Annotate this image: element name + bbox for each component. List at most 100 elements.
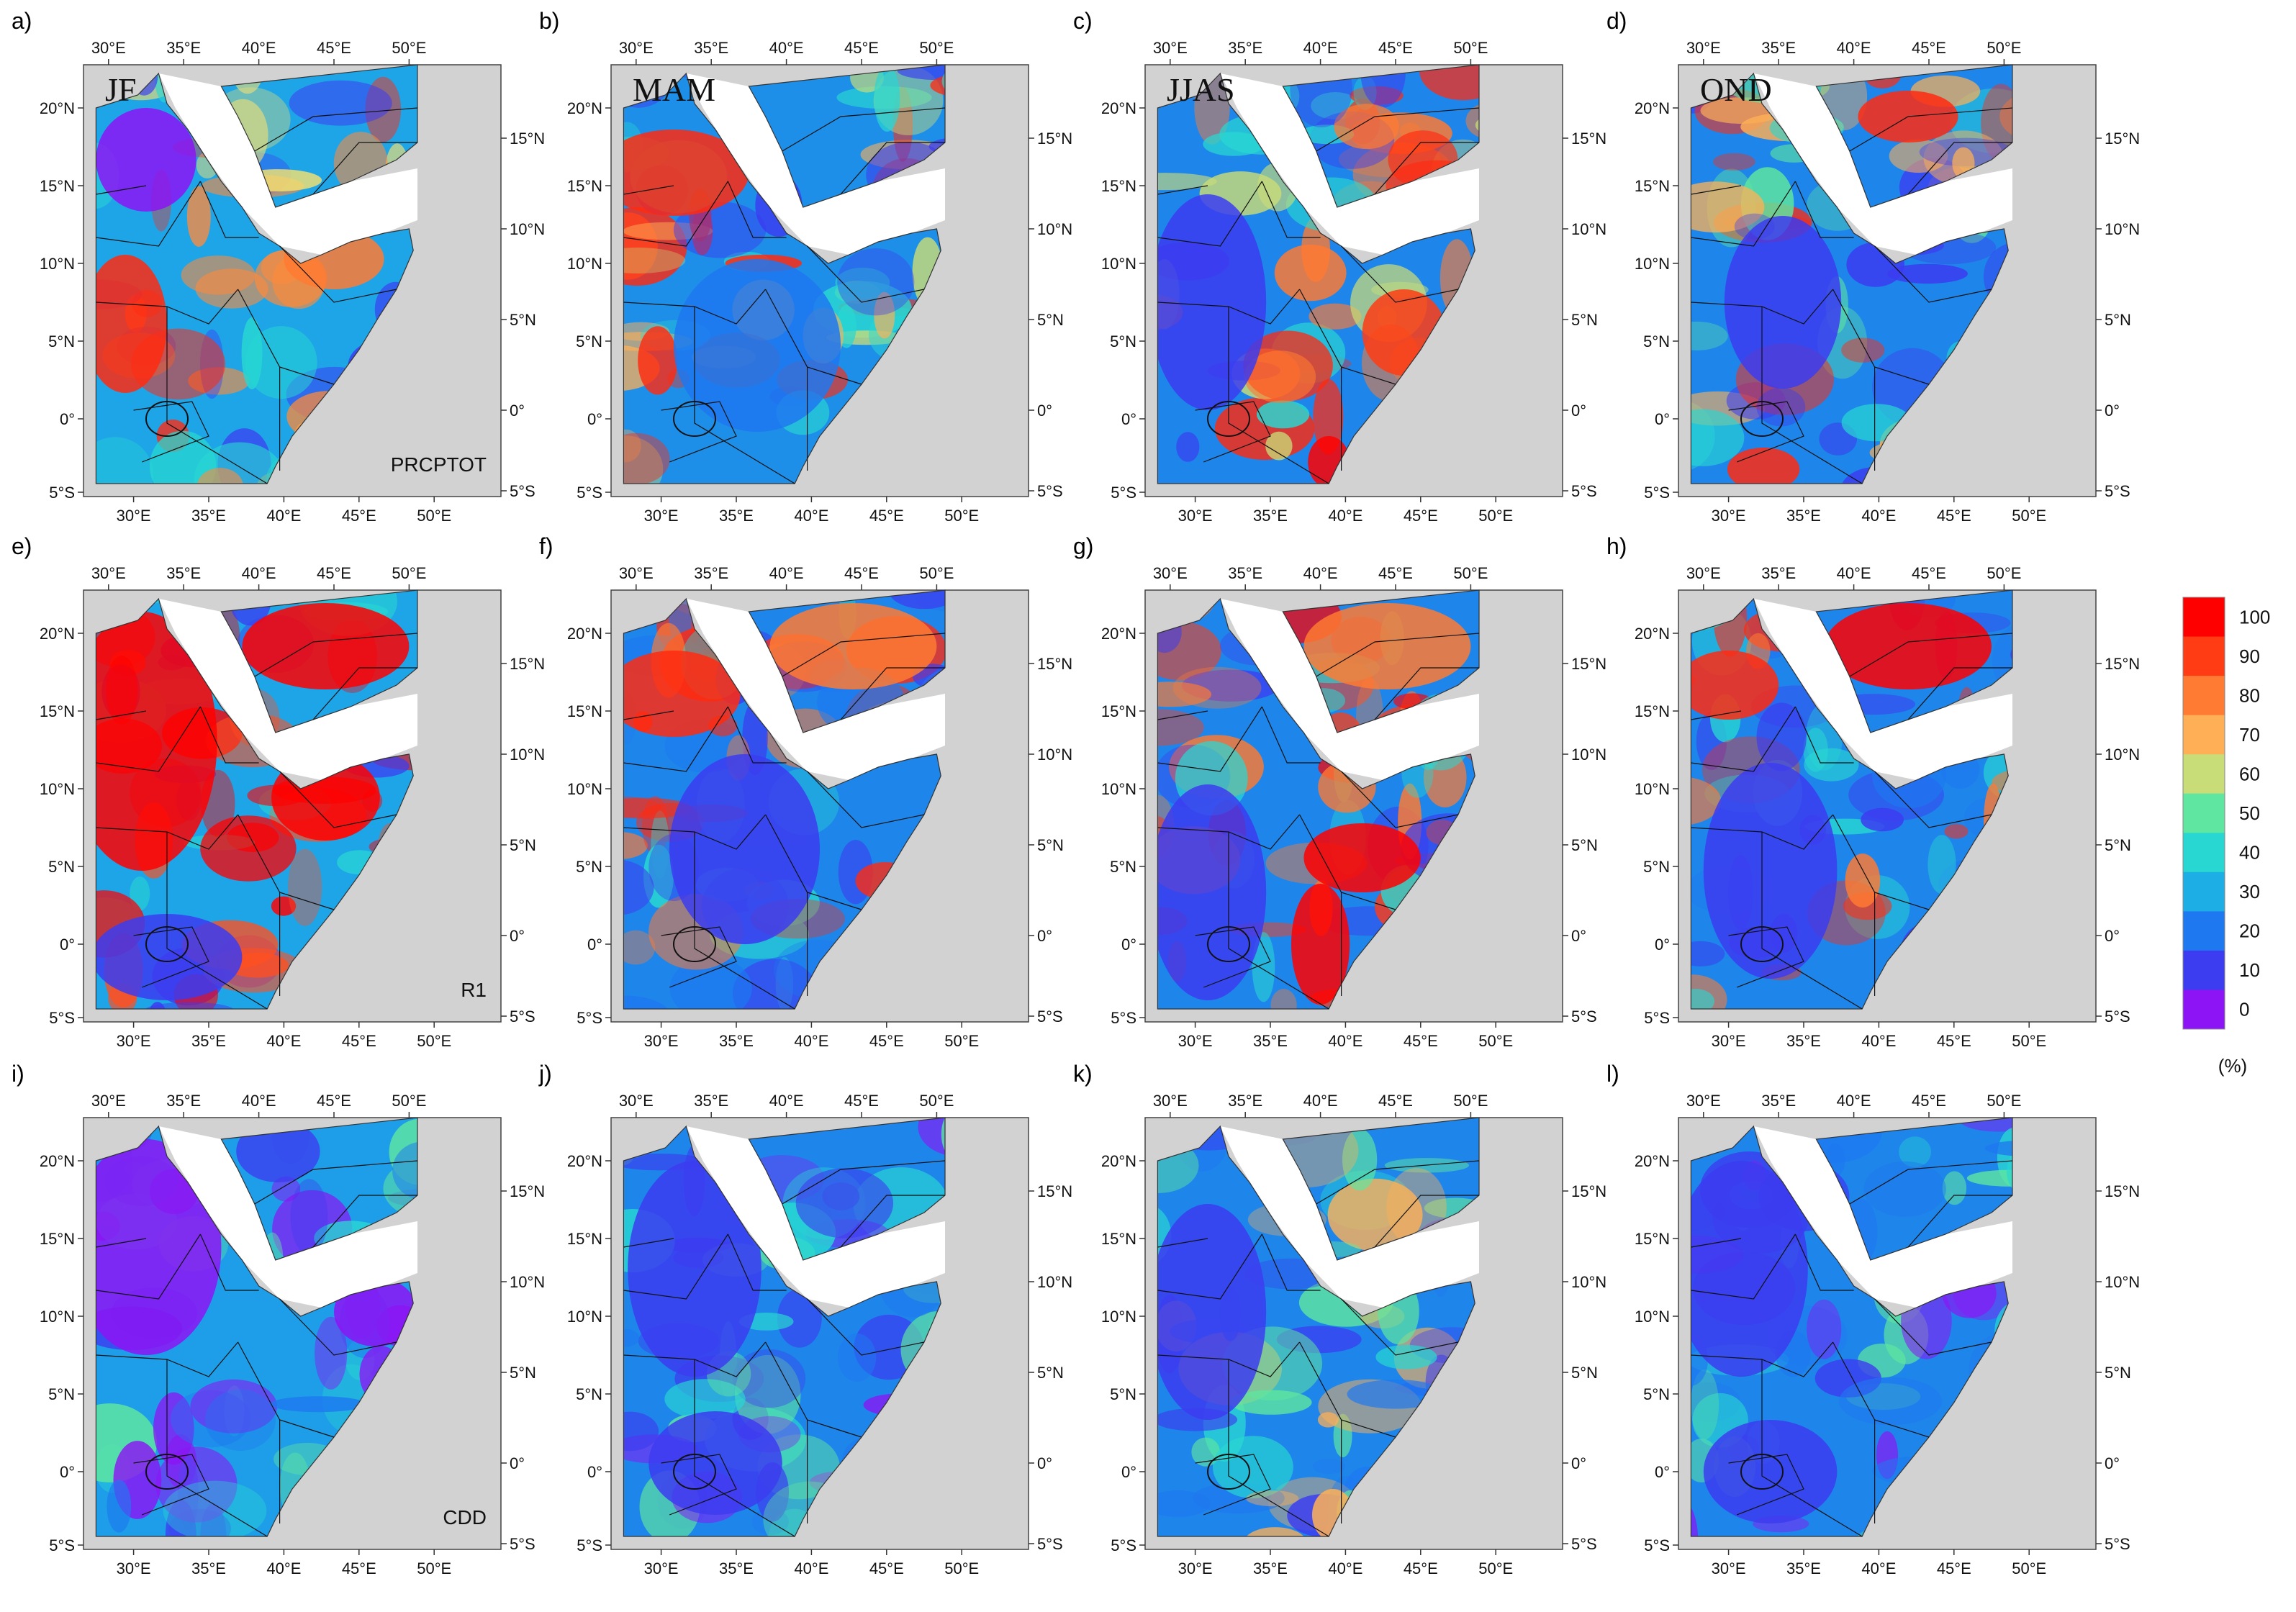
coastline-africa	[1157, 1125, 1475, 1537]
lon-tick-bottom: 50°E	[417, 1032, 451, 1050]
lat-tick-left: 5°N	[576, 1385, 602, 1403]
colorbar-swatch	[2183, 793, 2225, 833]
lat-tick-left: 5°S	[1644, 1009, 1670, 1027]
lat-tick-right: 5°S	[2105, 482, 2130, 500]
coastline-africa	[623, 72, 941, 484]
country-borders	[96, 633, 418, 1010]
lon-tick-top: 50°E	[392, 564, 426, 582]
lon-tick-bottom: 40°E	[794, 1032, 828, 1050]
lon-tick-bottom: 45°E	[1937, 507, 1971, 525]
lat-tick-left: 5°S	[1644, 484, 1670, 502]
lon-tick-bottom: 50°E	[1478, 1559, 1513, 1577]
lon-tick-bottom: 45°E	[1404, 507, 1438, 525]
lon-tick-bottom: 45°E	[869, 1559, 904, 1577]
lon-tick-top: 35°E	[166, 1092, 201, 1110]
colorbar-swatch	[2183, 754, 2225, 794]
lat-tick-right: 5°N	[510, 836, 536, 854]
map-panel-k: 30°E 35°E 40°E 45°E 50°E 30°E 35°E 40°E 45°E 50°E…	[1073, 1061, 1606, 1577]
lon-tick-bottom: 35°E	[191, 1559, 226, 1577]
lon-tick-bottom: 40°E	[266, 1032, 301, 1050]
coastline-africa	[1690, 1125, 2009, 1537]
lon-tick-top: 45°E	[1378, 1092, 1413, 1110]
colorbar-swatch	[2183, 676, 2225, 716]
lat-tick-left: 10°N	[40, 780, 75, 798]
panel-label: l)	[1606, 1061, 1619, 1087]
lat-tick-left: 5°S	[1644, 1536, 1670, 1554]
lat-tick-left: 10°N	[1635, 780, 1670, 798]
lat-tick-left: 15°N	[40, 1230, 75, 1248]
lat-tick-left: 5°N	[48, 858, 75, 876]
lon-tick-bottom: 40°E	[1861, 1559, 1896, 1577]
lat-tick-right: 15°N	[1571, 130, 1606, 148]
lake-victoria	[673, 401, 716, 437]
lat-tick-right: 10°N	[510, 1273, 545, 1291]
coastline-africa	[95, 1125, 414, 1537]
lat-tick-left: 5°N	[1110, 332, 1136, 350]
lat-tick-left: 5°S	[577, 484, 602, 502]
lat-tick-left: 20°N	[1101, 625, 1136, 643]
lat-tick-right: 5°S	[1571, 482, 1597, 500]
lat-tick-right: 10°N	[1571, 1273, 1606, 1291]
lon-tick-bottom: 35°E	[1786, 1032, 1821, 1050]
lat-tick-right: 15°N	[1571, 655, 1606, 673]
lon-tick-bottom: 40°E	[266, 1559, 301, 1577]
sea-area	[1220, 599, 1479, 780]
lon-tick-top: 40°E	[769, 564, 804, 582]
lon-tick-top: 45°E	[317, 564, 351, 582]
colorbar-tick-label: 40	[2239, 842, 2260, 864]
lat-tick-right: 15°N	[1037, 130, 1072, 148]
lon-tick-bottom: 50°E	[1478, 507, 1513, 525]
lat-tick-right: 5°S	[1037, 1008, 1063, 1025]
sea-area	[158, 599, 417, 780]
lon-tick-bottom: 35°E	[191, 507, 226, 525]
lat-tick-right: 0°	[510, 402, 525, 420]
lat-tick-right: 5°S	[1571, 1008, 1597, 1025]
lat-tick-left: 5°S	[49, 1009, 75, 1027]
lat-tick-left: 10°N	[567, 780, 602, 798]
map-panel-b: 30°E 35°E 40°E 45°E 50°E 30°E 35°E 40°E 45°E 50°E…	[539, 8, 1072, 525]
lon-tick-bottom: 45°E	[869, 1032, 904, 1050]
lat-tick-left: 20°N	[1101, 99, 1136, 117]
lon-tick-bottom: 35°E	[1253, 1559, 1288, 1577]
lon-tick-bottom: 50°E	[944, 1032, 979, 1050]
lat-tick-left: 5°N	[576, 332, 602, 350]
season-label: JJAS	[1167, 71, 1235, 108]
lon-tick-bottom: 50°E	[944, 1559, 979, 1577]
panel-label: g)	[1073, 533, 1093, 559]
colorbar-frame	[2182, 597, 2225, 1030]
lon-tick-top: 45°E	[1912, 1092, 1946, 1110]
coastline-arabia	[1815, 589, 2013, 733]
panel-label: c)	[1073, 8, 1093, 34]
lat-tick-right: 15°N	[510, 655, 545, 673]
lat-tick-left: 15°N	[40, 177, 75, 195]
lat-tick-left: 20°N	[40, 1152, 75, 1170]
lon-tick-bottom: 30°E	[1178, 1559, 1213, 1577]
lat-tick-right: 10°N	[510, 220, 545, 238]
lat-tick-left: 0°	[1655, 410, 1670, 428]
lat-tick-right: 5°N	[1037, 836, 1064, 854]
colorbar-swatch	[2183, 597, 2225, 638]
season-label: MAM	[633, 71, 715, 108]
colorbar-swatch	[2183, 715, 2225, 755]
lat-tick-left: 10°N	[40, 1308, 75, 1326]
lon-tick-bottom: 50°E	[417, 507, 451, 525]
coastline-arabia	[748, 64, 946, 208]
lat-tick-left: 10°N	[567, 255, 602, 273]
lat-tick-right: 5°S	[510, 482, 535, 500]
lat-tick-left: 10°N	[1101, 255, 1136, 273]
lon-tick-top: 35°E	[1761, 1092, 1796, 1110]
season-label: JF	[105, 71, 136, 108]
coastline-arabia	[220, 1117, 418, 1261]
sea-area	[1753, 73, 2012, 255]
lon-tick-top: 35°E	[694, 39, 728, 57]
lon-tick-bottom: 50°E	[417, 1559, 451, 1577]
lat-tick-left: 10°N	[1635, 1308, 1670, 1326]
lake-victoria	[145, 401, 189, 437]
lat-tick-left: 5°N	[576, 858, 602, 876]
lon-tick-bottom: 45°E	[342, 507, 376, 525]
lat-tick-left: 5°S	[577, 1009, 602, 1027]
lon-tick-bottom: 30°E	[1178, 507, 1213, 525]
map-panel-h: 30°E 35°E 40°E 45°E 50°E 30°E 35°E 40°E 45°E 50°E…	[1606, 533, 2140, 1050]
lat-tick-left: 0°	[1121, 936, 1136, 954]
sea-area	[1753, 1126, 2012, 1308]
